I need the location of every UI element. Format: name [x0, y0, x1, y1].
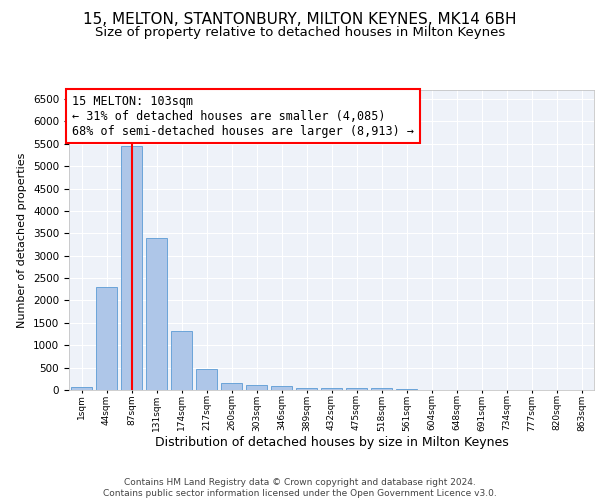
- Bar: [96, 287, 117, 390]
- Bar: [221, 382, 242, 390]
- Bar: [71, 388, 92, 390]
- Bar: [121, 146, 142, 390]
- Bar: [346, 388, 367, 390]
- Bar: [371, 388, 392, 390]
- Bar: [196, 368, 217, 390]
- Bar: [296, 388, 317, 390]
- Bar: [246, 384, 267, 390]
- Y-axis label: Number of detached properties: Number of detached properties: [17, 152, 28, 328]
- Text: 15, MELTON, STANTONBURY, MILTON KEYNES, MK14 6BH: 15, MELTON, STANTONBURY, MILTON KEYNES, …: [83, 12, 517, 28]
- Bar: [271, 386, 292, 390]
- Text: Size of property relative to detached houses in Milton Keynes: Size of property relative to detached ho…: [95, 26, 505, 39]
- Bar: [146, 238, 167, 390]
- Text: Contains HM Land Registry data © Crown copyright and database right 2024.
Contai: Contains HM Land Registry data © Crown c…: [103, 478, 497, 498]
- Bar: [321, 388, 342, 390]
- Text: 15 MELTON: 103sqm
← 31% of detached houses are smaller (4,085)
68% of semi-detac: 15 MELTON: 103sqm ← 31% of detached hous…: [71, 94, 413, 138]
- X-axis label: Distribution of detached houses by size in Milton Keynes: Distribution of detached houses by size …: [155, 436, 508, 449]
- Bar: [171, 332, 192, 390]
